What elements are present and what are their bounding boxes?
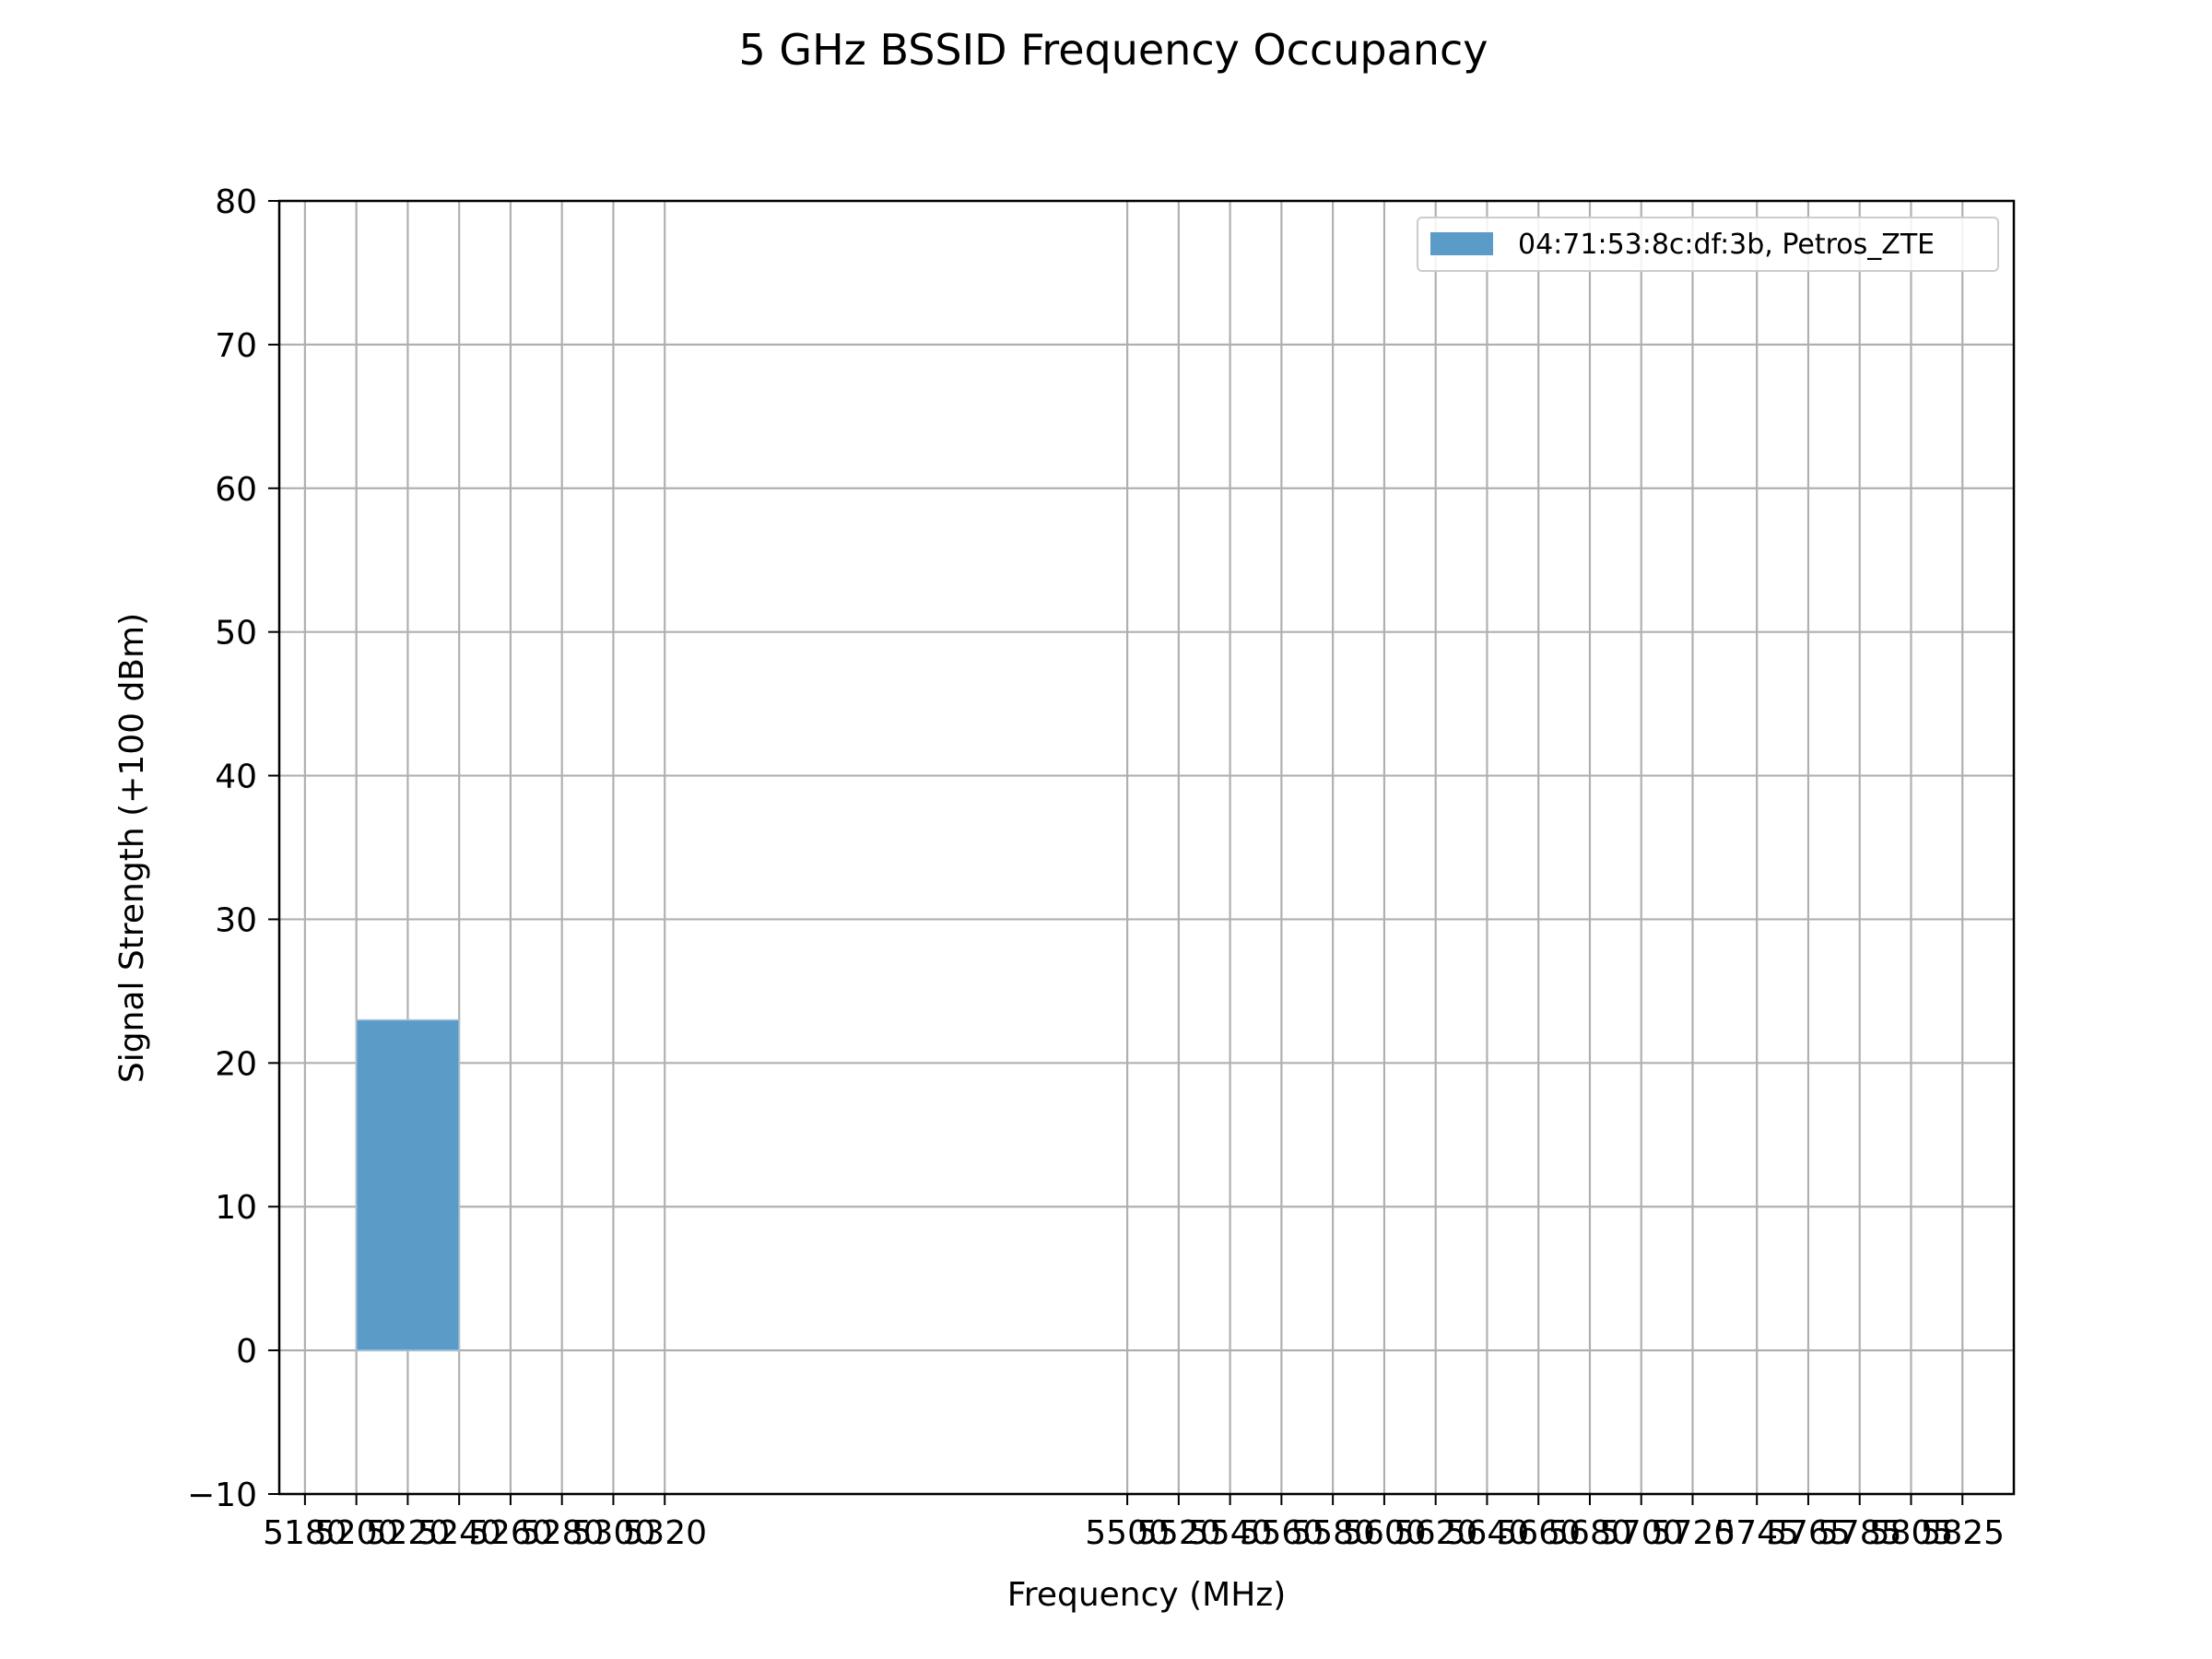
y-tick-label: 60 (215, 471, 257, 509)
y-tick-label: 0 (236, 1333, 257, 1371)
x-tick-label: 5180 (263, 1514, 347, 1552)
x-tick-label: 5240 (417, 1514, 501, 1552)
x-axis-label: Frequency (MHz) (1007, 1576, 1287, 1614)
x-tick-label: 5720 (1651, 1514, 1735, 1552)
x-tick-label: 5785 (1818, 1514, 1902, 1552)
x-tick-label: 5300 (571, 1514, 656, 1552)
y-tick-label: 10 (215, 1189, 257, 1227)
x-tick-label: 5500 (1085, 1514, 1170, 1552)
y-tick-label: 30 (215, 901, 257, 939)
x-tick-label: 5320 (622, 1514, 707, 1552)
x-tick-label: 5640 (1445, 1514, 1530, 1552)
y-tick-label: 70 (215, 327, 257, 365)
y-axis-ticks: −10 0 10 20 30 40 50 60 70 80 (187, 183, 279, 1514)
grid-lines (279, 199, 2014, 1496)
x-tick-label: 5600 (1342, 1514, 1427, 1552)
legend-box (1417, 217, 1999, 272)
y-axis-label: Signal Strength (+100 dBm) (113, 613, 151, 1083)
plot-frame (277, 199, 2016, 1496)
y-tick-label: 20 (215, 1045, 257, 1083)
x-tick-label: 5805 (1869, 1514, 1954, 1552)
x-tick-label: 5660 (1496, 1514, 1581, 1552)
y-tick-label: 50 (215, 615, 257, 653)
y-tick-label: 80 (215, 183, 257, 221)
x-tick-label: 5280 (520, 1514, 605, 1552)
y-tick-label: −10 (187, 1477, 257, 1514)
x-tick-label: 5200 (314, 1514, 399, 1552)
chart-title: 5 GHz BSSID Frequency Occupancy (739, 25, 1488, 75)
legend-swatch (1430, 232, 1493, 255)
x-tick-label: 5620 (1394, 1514, 1478, 1552)
x-tick-label: 5560 (1240, 1514, 1324, 1552)
legend-label: 04:71:53:8c:df:3b, Petros_ZTE (1518, 229, 1935, 261)
x-tick-label: 5745 (1714, 1514, 1799, 1552)
x-tick-label: 5520 (1136, 1514, 1221, 1552)
bar (355, 1018, 460, 1351)
x-tick-label: 5700 (1599, 1514, 1684, 1552)
x-tick-label: 5260 (468, 1514, 553, 1552)
x-tick-label: 5765 (1766, 1514, 1851, 1552)
x-tick-label: 5580 (1290, 1514, 1375, 1552)
y-tick-label: 40 (215, 759, 257, 796)
legend: 04:71:53:8c:df:3b, Petros_ZTE (1417, 217, 1999, 272)
x-tick-label: 5220 (366, 1514, 451, 1552)
x-tick-label: 5540 (1188, 1514, 1273, 1552)
x-tick-label: 5680 (1547, 1514, 1632, 1552)
x-tick-label: 5825 (1920, 1514, 2005, 1552)
bar-group (355, 1018, 460, 1351)
